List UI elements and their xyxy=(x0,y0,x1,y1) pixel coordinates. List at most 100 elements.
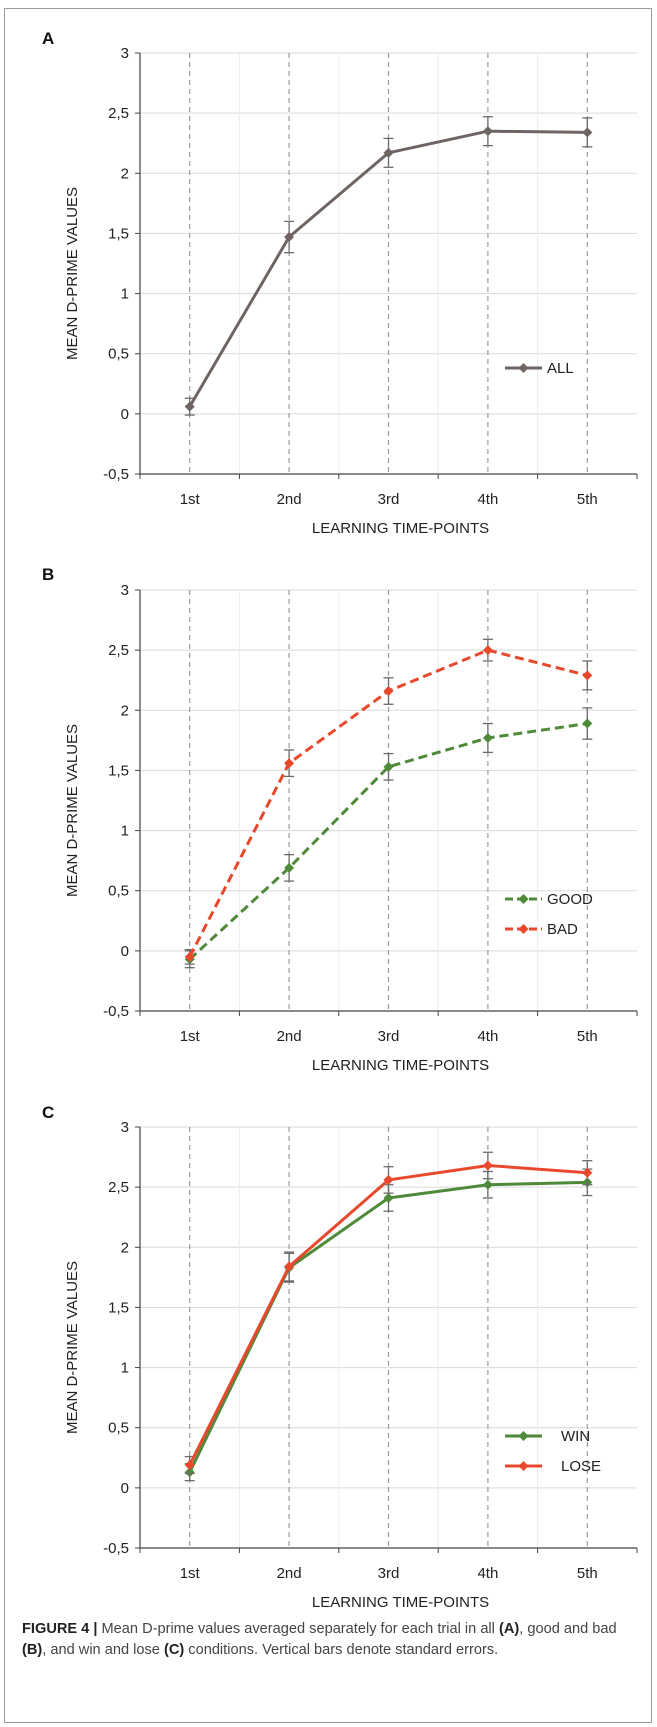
panel-b-y-tick-label: 3 xyxy=(121,582,129,599)
panel-a-series-all-point xyxy=(482,126,493,137)
panel-b-series-good xyxy=(184,707,593,969)
panel-a-y-tick-label: 1 xyxy=(121,286,129,303)
panel-b-series-good-point xyxy=(383,761,394,772)
panel-a-x-axis-title: LEARNING TIME-POINTS xyxy=(312,520,489,537)
panel-c-x-tick-label: 4th xyxy=(477,1565,498,1582)
panel-b-legend-label: GOOD xyxy=(547,891,593,908)
panel-a-x-tick-label: 1st xyxy=(180,491,201,508)
panel-b-legend-label: BAD xyxy=(547,921,578,938)
panel-a-x-tick-label: 5th xyxy=(577,491,598,508)
panel-b-x-tick-label: 1st xyxy=(180,1028,201,1045)
panel-b-y-tick-label: 2,5 xyxy=(108,642,129,659)
panel-a-panel-label: A xyxy=(42,29,54,48)
panel-a-chart: A -0,5 0 0,5 1 1,5 2 2,5 3 1st 2nd 3rd 4th 5th LEARNIN… xyxy=(42,29,638,537)
panel-b-chart: B -0,5 0 0,5 1 1,5 2 2,5 3 1st 2nd 3rd 4th 5th LEARNIN… xyxy=(42,565,638,1074)
panel-c-y-tick-label: 2 xyxy=(121,1239,129,1256)
figure-frame xyxy=(4,8,652,1723)
panel-c-y-tick-label: 0 xyxy=(121,1480,129,1497)
panel-a-y-tick-label: -0,5 xyxy=(103,466,129,483)
panel-b-y-tick-label: -0,5 xyxy=(103,1003,129,1020)
panel-c-x-axis-title: LEARNING TIME-POINTS xyxy=(312,1594,489,1611)
panel-a-series-all-point xyxy=(582,127,593,138)
caption-label: FIGURE 4 | xyxy=(22,1621,98,1637)
panel-c-series-lose-point xyxy=(383,1174,394,1185)
panel-b-y-tick-label: 1,5 xyxy=(108,762,129,779)
panel-c-legend-item: LOSE xyxy=(505,1458,601,1475)
panel-a-y-tick-label: 3 xyxy=(121,45,129,62)
panel-c-legend-marker xyxy=(518,1431,529,1441)
panel-b-panel-label: B xyxy=(42,565,54,584)
panel-a-y-tick-label: 2,5 xyxy=(108,105,129,122)
panel-b-y-axis-title: MEAN D-PRIME VALUES xyxy=(64,724,81,897)
panel-b-y-tick-label: 2 xyxy=(121,702,129,719)
panel-b-x-tick-label: 2nd xyxy=(277,1028,302,1045)
panel-b-series-bad-point xyxy=(582,670,593,681)
panel-a-y-axis-title: MEAN D-PRIME VALUES xyxy=(64,187,81,360)
panel-b-series-good-point xyxy=(284,862,295,873)
caption-ref-c: (C) xyxy=(163,1642,185,1658)
panel-a-legend-marker xyxy=(518,363,529,373)
panel-b-x-axis-title: LEARNING TIME-POINTS xyxy=(312,1057,489,1074)
figure-caption: FIGURE 4 | Mean D-prime values averaged … xyxy=(22,1619,637,1661)
panel-b-x-tick-label: 4th xyxy=(477,1028,498,1045)
panel-b-x-tick-label: 5th xyxy=(577,1028,598,1045)
panel-c-y-tick-label: 2,5 xyxy=(108,1179,129,1196)
panel-c-series-lose-point xyxy=(284,1261,295,1272)
panel-c-y-tick-label: -0,5 xyxy=(103,1540,129,1557)
caption-ref-b: (B) xyxy=(22,1642,43,1658)
panel-c-x-tick-label: 2nd xyxy=(277,1565,302,1582)
panel-c-y-tick-label: 0,5 xyxy=(108,1420,129,1437)
panel-b-legend-marker xyxy=(518,924,529,934)
panel-a-y-tick-label: 2 xyxy=(121,165,129,182)
panel-b-series-bad-point xyxy=(482,645,493,656)
panel-c-y-tick-label: 1 xyxy=(121,1360,129,1377)
panel-b-series-bad-point xyxy=(184,951,195,962)
panel-b-legend-marker xyxy=(518,894,529,904)
panel-b-series-bad-point xyxy=(383,686,394,697)
panel-c-legend-marker xyxy=(518,1461,529,1471)
panel-c-x-tick-label: 5th xyxy=(577,1565,598,1582)
panel-b-y-tick-label: 0 xyxy=(121,943,129,960)
panel-a-legend-item: ALL xyxy=(505,360,574,377)
panel-a-legend-label: ALL xyxy=(547,360,574,377)
panel-c-series-lose-point xyxy=(482,1160,493,1171)
panel-c-series-lose-point xyxy=(184,1460,195,1471)
panel-c-series-lose-point xyxy=(582,1167,593,1178)
caption-text-2: , good and bad xyxy=(519,1621,617,1637)
panel-c-panel-label: C xyxy=(42,1103,54,1122)
panel-a-y-tick-label: 0 xyxy=(121,406,129,423)
panel-a-series-all-point xyxy=(184,401,195,412)
caption-ref-a: (A) xyxy=(498,1621,520,1637)
panel-c-x-tick-label: 1st xyxy=(180,1565,201,1582)
panel-c-y-axis-title: MEAN D-PRIME VALUES xyxy=(64,1261,81,1434)
panel-b-legend-item: GOOD xyxy=(505,891,593,908)
panel-a-x-tick-label: 2nd xyxy=(277,491,302,508)
panel-a-series-all-point xyxy=(383,147,394,158)
panel-b-y-tick-label: 1 xyxy=(121,823,129,840)
panel-c-series-win-point xyxy=(482,1179,493,1190)
panel-c-x-tick-label: 3rd xyxy=(378,1565,400,1582)
panel-b-series-bad-point xyxy=(284,758,295,769)
panel-c-legend-item: WIN xyxy=(505,1428,590,1445)
panel-a-x-tick-label: 4th xyxy=(477,491,498,508)
caption-text-4: conditions. Vertical bars denote standar… xyxy=(184,1642,499,1658)
panel-b-x-tick-label: 3rd xyxy=(378,1028,400,1045)
panel-c-series-win-point xyxy=(383,1192,394,1203)
panel-c-legend-label: WIN xyxy=(561,1428,590,1445)
panel-a-series-all-point xyxy=(284,232,295,243)
panel-a-y-tick-label: 1,5 xyxy=(108,225,129,242)
panel-b-series-bad xyxy=(184,638,593,965)
panel-a-x-tick-label: 3rd xyxy=(378,491,400,508)
panel-b-series-good-point xyxy=(482,732,493,743)
panel-c-legend-label: LOSE xyxy=(561,1458,601,1475)
panel-c-series-lose xyxy=(184,1151,593,1475)
caption-text-3: , and win and lose xyxy=(42,1642,164,1658)
panel-c-y-tick-label: 1,5 xyxy=(108,1299,129,1316)
caption-text-1: Mean D-prime values averaged separately … xyxy=(97,1621,499,1637)
panel-b-y-tick-label: 0,5 xyxy=(108,883,129,900)
panel-b-series-good-line xyxy=(188,722,588,961)
panel-b-legend-item: BAD xyxy=(505,921,578,938)
panel-a-series-all xyxy=(184,116,593,416)
panel-c-chart: C -0,5 0 0,5 1 1,5 2 2,5 3 1st 2nd 3rd 4th 5th LEARNIN… xyxy=(42,1103,638,1611)
